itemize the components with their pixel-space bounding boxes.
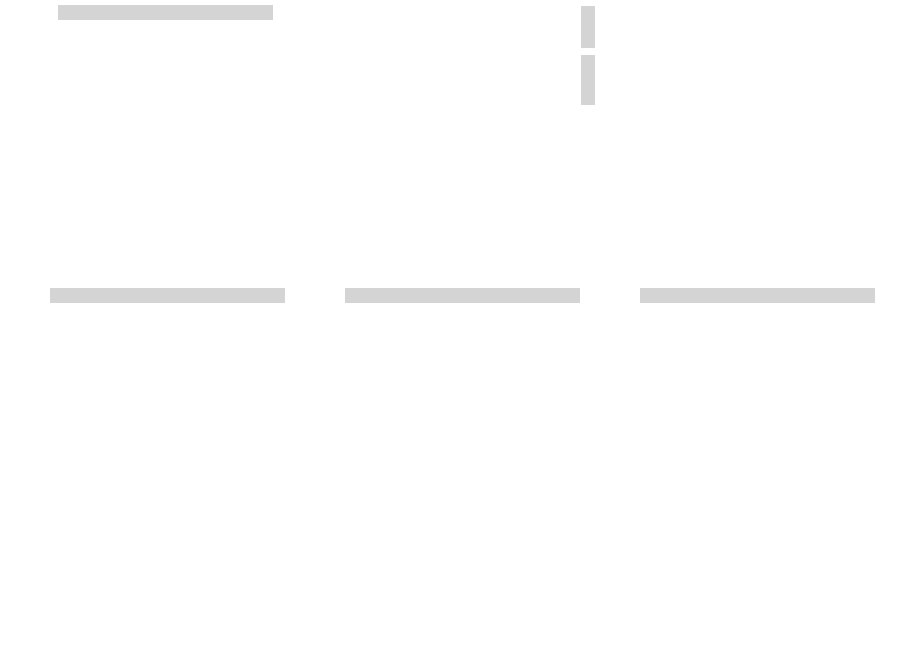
panel-d-col1-row3 xyxy=(300,528,600,638)
panel-b-track-label-znf469 xyxy=(581,55,595,105)
panel-d-strip-gapdh xyxy=(50,288,285,303)
panel-a-plot xyxy=(0,20,290,235)
panel-d-col2-row3 xyxy=(600,528,900,638)
panel-d-col2-row2 xyxy=(600,398,900,508)
panel-d-strip-col1a1 xyxy=(345,288,580,303)
panel-b-track-label-hnto xyxy=(581,6,595,48)
panel-d-col0-row3 xyxy=(0,528,300,638)
panel-d-strip-col1a2 xyxy=(640,288,875,303)
panel-d-col2-row1 xyxy=(600,303,900,393)
panel-b-plot xyxy=(300,0,600,275)
panel-c-plot xyxy=(600,10,900,235)
panel-a-strip-title xyxy=(58,5,273,20)
panel-d-col1-row1 xyxy=(300,303,600,393)
panel-d-col0-row1 xyxy=(0,303,300,393)
panel-d-col0-row2 xyxy=(0,398,300,508)
panel-d-col1-row2 xyxy=(300,398,600,508)
